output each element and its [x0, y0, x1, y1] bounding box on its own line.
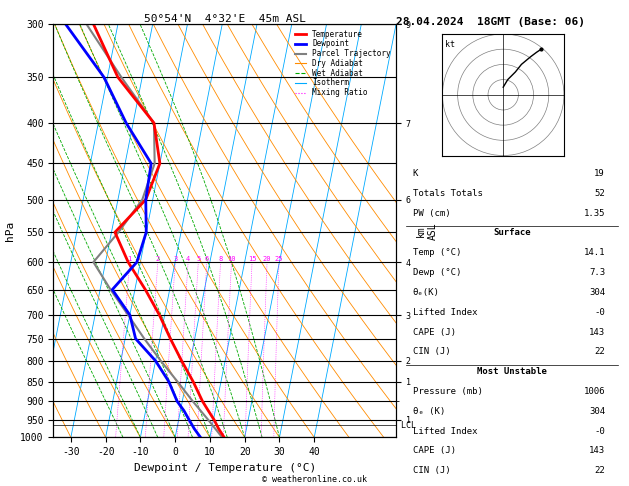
X-axis label: Dewpoint / Temperature (°C): Dewpoint / Temperature (°C) — [133, 463, 316, 473]
Text: 304: 304 — [589, 407, 605, 416]
Text: 1006: 1006 — [584, 387, 605, 396]
Text: 22: 22 — [594, 467, 605, 475]
Text: 14.1: 14.1 — [584, 248, 605, 257]
Text: 1.35: 1.35 — [584, 208, 605, 218]
Text: -0: -0 — [594, 427, 605, 435]
Text: 304: 304 — [589, 288, 605, 297]
Text: CIN (J): CIN (J) — [413, 467, 450, 475]
Text: 7.3: 7.3 — [589, 268, 605, 277]
Text: 1: 1 — [128, 256, 132, 262]
Text: Dewp (°C): Dewp (°C) — [413, 268, 461, 277]
Text: PW (cm): PW (cm) — [413, 208, 450, 218]
Text: Totals Totals: Totals Totals — [413, 189, 482, 198]
Text: 28.04.2024  18GMT (Base: 06): 28.04.2024 18GMT (Base: 06) — [396, 17, 585, 27]
Text: -0: -0 — [594, 308, 605, 317]
Text: Surface: Surface — [493, 228, 531, 237]
Text: 22: 22 — [594, 347, 605, 356]
Text: 3: 3 — [173, 256, 177, 262]
Text: Lifted Index: Lifted Index — [413, 427, 477, 435]
Text: 19: 19 — [594, 169, 605, 178]
Text: CAPE (J): CAPE (J) — [413, 447, 456, 455]
Y-axis label: hPa: hPa — [4, 221, 14, 241]
Text: 20: 20 — [263, 256, 271, 262]
Text: 25: 25 — [275, 256, 283, 262]
Text: CIN (J): CIN (J) — [413, 347, 450, 356]
Text: LCL: LCL — [396, 421, 416, 430]
Title: 50°54'N  4°32'E  45m ASL: 50°54'N 4°32'E 45m ASL — [144, 14, 306, 23]
Text: Temp (°C): Temp (°C) — [413, 248, 461, 257]
Y-axis label: km
ASL: km ASL — [416, 222, 438, 240]
Text: © weatheronline.co.uk: © weatheronline.co.uk — [262, 474, 367, 484]
Text: 52: 52 — [594, 189, 605, 198]
Text: Lifted Index: Lifted Index — [413, 308, 477, 317]
Text: Most Unstable: Most Unstable — [477, 367, 547, 376]
Text: 10: 10 — [227, 256, 236, 262]
Text: 4: 4 — [186, 256, 190, 262]
Text: 8: 8 — [218, 256, 223, 262]
Text: 143: 143 — [589, 447, 605, 455]
Text: Pressure (mb): Pressure (mb) — [413, 387, 482, 396]
Text: 5: 5 — [196, 256, 201, 262]
Text: θₑ(K): θₑ(K) — [413, 288, 440, 297]
Text: 15: 15 — [248, 256, 256, 262]
Legend: Temperature, Dewpoint, Parcel Trajectory, Dry Adiabat, Wet Adiabat, Isotherm, Mi: Temperature, Dewpoint, Parcel Trajectory… — [293, 28, 392, 99]
Text: kt: kt — [445, 40, 455, 49]
Text: 2: 2 — [156, 256, 160, 262]
Text: 143: 143 — [589, 328, 605, 336]
Text: 6: 6 — [204, 256, 209, 262]
Text: K: K — [413, 169, 418, 178]
Text: CAPE (J): CAPE (J) — [413, 328, 456, 336]
Text: θₑ (K): θₑ (K) — [413, 407, 445, 416]
